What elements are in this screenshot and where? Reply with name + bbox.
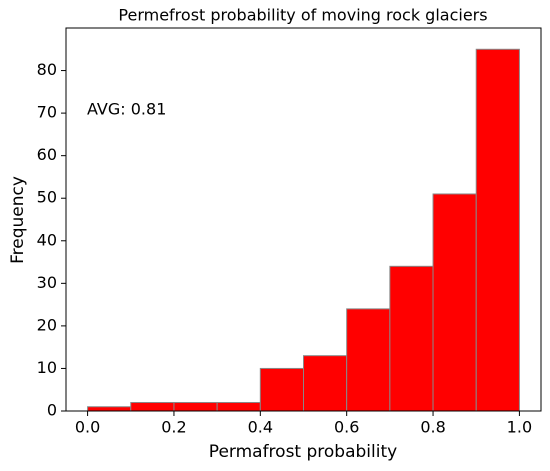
x-tick-label: 0.0 <box>75 418 100 437</box>
x-axis-label: Permafrost probability <box>209 442 397 462</box>
plot-frame <box>65 27 542 412</box>
y-tick-label: 0 <box>47 401 57 420</box>
bar <box>432 193 477 412</box>
y-tick-label: 60 <box>37 145 57 164</box>
y-tick-label: 50 <box>37 188 57 207</box>
annotation: AVG: 0.81 <box>87 100 166 119</box>
bar <box>475 48 520 412</box>
chart-title: Permefrost probability of moving rock gl… <box>118 6 487 25</box>
bar <box>87 406 132 412</box>
x-tick-label: 0.2 <box>161 418 186 437</box>
x-tick-label: 0.4 <box>248 418 273 437</box>
y-tick-label: 80 <box>37 60 57 79</box>
x-tick-label: 0.8 <box>420 418 445 437</box>
x-tick-label: 0.6 <box>334 418 359 437</box>
bar <box>389 265 434 412</box>
y-axis-label: Frequency <box>8 176 28 264</box>
bar <box>259 367 304 412</box>
y-tick-label: 10 <box>37 358 57 377</box>
bar <box>346 308 391 412</box>
y-tick-label: 40 <box>37 230 57 249</box>
bar <box>303 355 348 412</box>
y-tick-label: 20 <box>37 315 57 334</box>
x-tick-label: 1.0 <box>507 418 532 437</box>
bar <box>173 401 218 412</box>
bar <box>216 401 261 412</box>
bar <box>130 401 175 412</box>
y-tick-label: 70 <box>37 103 57 122</box>
y-tick-label: 30 <box>37 273 57 292</box>
